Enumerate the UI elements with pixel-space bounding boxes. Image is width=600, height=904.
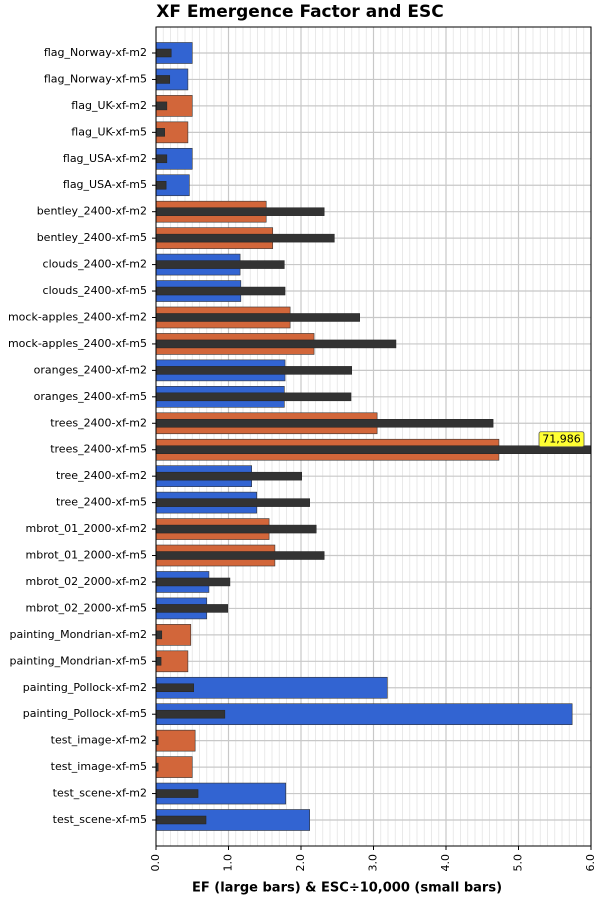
- x-tick-label: 4.0: [439, 854, 452, 872]
- y-tick-label: mbrot_01_2000-xf-m2: [26, 522, 147, 535]
- x-tick-label: 1.0: [222, 854, 235, 872]
- ef-bar: [156, 809, 310, 831]
- y-tick-label: mbrot_02_2000-xf-m5: [26, 601, 147, 614]
- esc-bar: [156, 233, 335, 243]
- x-tick-label: 2.0: [294, 854, 307, 872]
- ef-bar: [156, 756, 193, 778]
- ef-bar: [156, 782, 287, 805]
- y-tick-label: mock-apples_2400-xf-m5: [8, 337, 147, 350]
- y-tick-label: painting_Mondrian-xf-m5: [10, 654, 147, 667]
- y-tick-label: bentley_2400-xf-m5: [37, 231, 147, 244]
- esc-bar: [156, 419, 494, 428]
- y-tick-label: painting_Pollock-xf-m2: [23, 681, 147, 694]
- ef-bar: [156, 95, 193, 117]
- y-tick-label: clouds_2400-xf-m2: [43, 258, 147, 271]
- ef-bar: [156, 121, 189, 144]
- esc-bar: [156, 471, 302, 481]
- y-tick-label: flag_UK-xf-m2: [71, 99, 147, 112]
- esc-bar: [156, 630, 163, 640]
- y-tick-label: flag_Norway-xf-m2: [44, 46, 147, 59]
- ef-bar: [156, 147, 193, 170]
- y-tick-label: mock-apples_2400-xf-m2: [8, 310, 147, 323]
- y-tick-label: flag_Norway-xf-m5: [44, 72, 147, 85]
- esc-bar: [156, 524, 317, 534]
- esc-bar: [156, 551, 325, 560]
- esc-bar: [156, 101, 168, 111]
- ef-bar: [156, 174, 190, 197]
- esc-bar: [156, 683, 194, 693]
- y-tick-label: oranges_2400-xf-m5: [34, 390, 147, 403]
- y-tick-label: test_image-xf-m5: [51, 760, 147, 773]
- x-tick-label: 5.0: [512, 854, 525, 872]
- esc-bar: [156, 604, 229, 613]
- y-tick-label: trees_2400-xf-m5: [50, 443, 147, 456]
- esc-bar: [156, 789, 199, 798]
- esc-bar: [156, 180, 167, 190]
- esc-bar: [156, 657, 162, 666]
- chart-title: XF Emergence Factor and ESC: [156, 2, 443, 22]
- y-tick-label: tree_2400-xf-m2: [56, 469, 147, 482]
- ef-bar: [156, 676, 388, 699]
- ef-bar: [156, 42, 193, 64]
- esc-bar: [156, 128, 165, 137]
- esc-bar: [156, 339, 397, 349]
- esc-bar: [156, 577, 231, 587]
- y-tick-label: test_image-xf-m2: [51, 734, 147, 747]
- esc-bar: [156, 498, 310, 507]
- y-tick-label: mbrot_02_2000-xf-m2: [26, 575, 147, 588]
- y-tick-label: mbrot_01_2000-xf-m5: [26, 549, 147, 562]
- y-tick-label: trees_2400-xf-m2: [50, 416, 147, 429]
- x-axis-label: EF (large bars) & ESC÷10,000 (small bars…: [192, 881, 502, 896]
- ef-bar: [156, 624, 192, 646]
- x-tick-label: 6.0: [584, 854, 597, 872]
- esc-bar: [156, 75, 171, 84]
- y-tick-label: oranges_2400-xf-m2: [34, 363, 147, 376]
- y-tick-label: flag_UK-xf-m5: [71, 125, 147, 138]
- esc-bar: [156, 260, 285, 269]
- y-tick-label: painting_Mondrian-xf-m2: [10, 628, 147, 641]
- x-tick-label: 0.0: [149, 854, 162, 872]
- esc-bar: [156, 207, 325, 216]
- ef-bar: [156, 703, 573, 726]
- y-tick-label: tree_2400-xf-m5: [56, 496, 147, 509]
- esc-bar: [156, 48, 172, 58]
- ef-bar: [156, 68, 189, 91]
- esc-bar: [156, 762, 159, 772]
- y-tick-label: flag_USA-xf-m5: [63, 178, 147, 191]
- esc-bar: [156, 445, 591, 454]
- esc-bar: [156, 815, 207, 825]
- esc-bar: [156, 286, 286, 296]
- esc-bar: [156, 709, 226, 719]
- y-tick-label: bentley_2400-xf-m2: [37, 205, 147, 218]
- y-tick-label: flag_USA-xf-m2: [63, 152, 147, 165]
- esc-bar: [156, 736, 159, 745]
- y-tick-label: painting_Pollock-xf-m5: [23, 707, 147, 720]
- x-tick-label: 3.0: [367, 854, 380, 872]
- plot-area: [156, 42, 591, 831]
- plot-frame: [155, 26, 592, 847]
- ef-bar: [156, 650, 189, 673]
- y-tick-label: clouds_2400-xf-m5: [43, 284, 147, 297]
- esc-bar: [156, 154, 168, 164]
- y-tick-label: test_scene-xf-m2: [53, 787, 147, 800]
- esc-bar: [156, 313, 360, 322]
- esc-bar: [156, 366, 352, 375]
- annotation-box: [538, 431, 585, 448]
- value-label: 71,986: [542, 433, 581, 446]
- y-tick-label: test_scene-xf-m5: [53, 813, 147, 826]
- ef-bar: [156, 729, 196, 752]
- esc-bar: [156, 392, 352, 402]
